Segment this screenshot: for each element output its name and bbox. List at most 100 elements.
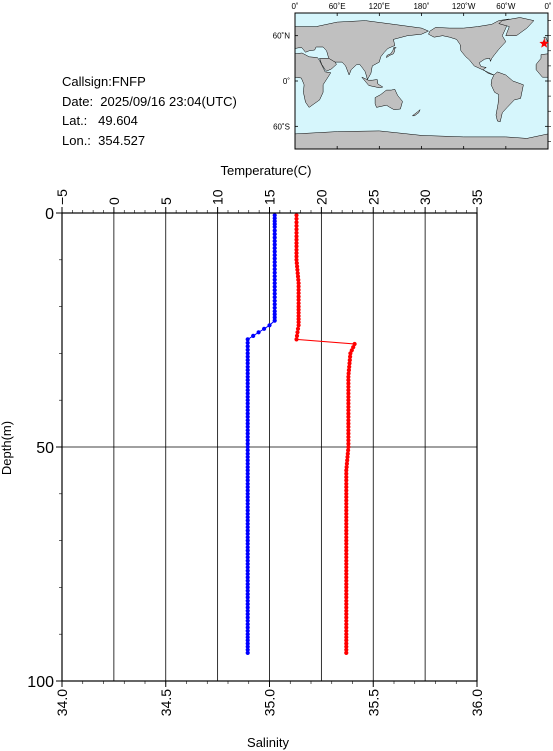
- salinity-data-point: [296, 313, 301, 319]
- salinity-data-point: [294, 251, 299, 256]
- salinity-data-point: [344, 531, 349, 537]
- temperature-profile-line: [247, 215, 276, 653]
- salinity-data-point: [344, 555, 349, 560]
- temperature-data-point: [245, 551, 250, 557]
- temperature-data-point: [245, 561, 250, 567]
- salinity-data-point: [344, 491, 349, 496]
- callsign-text: Callsign:FNFP: [62, 74, 146, 89]
- salinity-data-point: [346, 421, 351, 426]
- temperature-data-point: [272, 270, 277, 275]
- temperature-data-point: [272, 312, 277, 317]
- salinity-data-point: [295, 264, 300, 269]
- salinity-data-point: [346, 404, 351, 409]
- temperature-data-point: [245, 364, 250, 369]
- temperature-data-point: [262, 326, 267, 331]
- salinity-tick-label: 34.0: [54, 689, 70, 716]
- depth-tick-label: 0: [45, 206, 54, 223]
- salinity-data-point: [346, 424, 351, 429]
- temperature-data-point: [245, 337, 250, 342]
- temperature-data-point: [245, 592, 250, 597]
- map-lat-label: 0˚: [283, 77, 290, 86]
- salinity-data-point: [294, 247, 299, 252]
- salinity-data-point: [296, 310, 301, 315]
- salinity-data-point: [344, 618, 349, 623]
- salinity-data-point: [295, 271, 300, 276]
- salinity-data-point: [344, 615, 349, 620]
- africa-landmass: [295, 52, 332, 108]
- temperature-data-point: [272, 284, 277, 289]
- temperature-data-point: [267, 323, 272, 328]
- temperature-data-point: [245, 394, 250, 399]
- temperature-data-point: [245, 638, 250, 643]
- temperature-data-point: [245, 461, 250, 466]
- salinity-data-point: [344, 585, 349, 590]
- salinity-data-point: [346, 381, 351, 386]
- salinity-data-point: [294, 234, 299, 239]
- salinity-data-point: [294, 223, 299, 228]
- new-zealand-landmass: [411, 109, 421, 117]
- temperature-data-point: [256, 330, 261, 335]
- chart-series: [245, 213, 357, 656]
- temperature-data-point: [245, 448, 250, 453]
- temperature-data-point: [272, 246, 277, 251]
- salinity-data-point: [296, 287, 301, 292]
- temperature-tick-label: 25: [365, 189, 381, 205]
- temperature-data-point: [245, 505, 250, 510]
- temperature-data-point: [245, 628, 250, 634]
- temperature-data-point: [272, 298, 277, 303]
- salinity-data-point: [344, 638, 349, 643]
- salinity-data-point: [344, 541, 349, 547]
- temperature-data-point: [245, 351, 250, 356]
- temperature-data-point: [272, 249, 277, 254]
- temperature-data-point: [245, 582, 250, 587]
- latitude-text: Lat.: 49.604: [62, 113, 138, 128]
- temperature-data-point: [245, 558, 250, 563]
- salinity-data-point: [294, 244, 299, 249]
- temperature-data-point: [245, 441, 250, 446]
- salinity-data-point: [296, 291, 301, 296]
- salinity-data-point: [344, 561, 349, 567]
- map-lon-label: 120˚W: [452, 2, 476, 11]
- longitude-text: Lon.: 354.527: [62, 132, 146, 148]
- map-lon-label: 0˚: [291, 2, 298, 11]
- salinity-data-point: [346, 431, 351, 436]
- map-lon-label: 120˚E: [369, 2, 390, 11]
- temperature-data-point: [245, 408, 250, 413]
- salinity-data-point: [344, 515, 349, 520]
- salinity-data-point: [344, 511, 349, 516]
- temperature-data-point: [245, 424, 250, 429]
- temperature-data-point: [272, 224, 277, 230]
- temperature-data-point: [245, 421, 250, 426]
- map-lat-label: 60˚S: [273, 122, 290, 131]
- salinity-data-point: [344, 468, 349, 473]
- salinity-tick-label: 34.5: [158, 689, 174, 716]
- temperature-data-point: [251, 333, 256, 338]
- temperature-data-point: [245, 545, 250, 550]
- salinity-data-point: [346, 434, 351, 440]
- temperature-data-point: [245, 431, 250, 436]
- salinity-data-point: [344, 481, 349, 486]
- temperature-data-point: [245, 548, 250, 553]
- temperature-data-point: [245, 371, 250, 376]
- salinity-data-point: [347, 364, 352, 369]
- temperature-data-point: [245, 485, 250, 490]
- africa-landmass-wrap: [535, 53, 548, 78]
- salinity-data-point: [294, 227, 299, 232]
- temperature-data-point: [245, 511, 250, 516]
- temperature-data-point: [245, 622, 250, 627]
- temperature-data-point: [245, 428, 250, 433]
- salinity-data-point: [296, 304, 301, 309]
- map-lon-label: 180˚: [413, 2, 429, 11]
- temperature-data-point: [272, 302, 277, 307]
- temperature-data-point: [245, 471, 250, 476]
- salinity-data-point: [296, 323, 301, 328]
- salinity-data-point: [294, 337, 299, 342]
- temperature-tick-label: 30: [417, 189, 433, 205]
- salinity-data-point: [344, 545, 349, 550]
- salinity-data-point: [344, 528, 349, 533]
- temperature-data-point: [245, 515, 250, 520]
- temperature-data-point: [272, 277, 277, 282]
- temperature-data-point: [245, 398, 250, 403]
- temperature-data-point: [245, 374, 250, 379]
